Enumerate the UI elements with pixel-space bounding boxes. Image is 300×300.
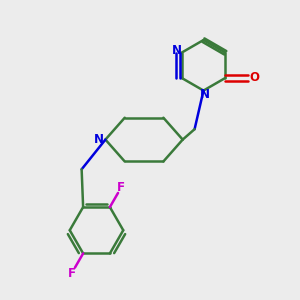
Text: N: N [172,44,182,57]
Text: F: F [117,181,125,194]
Text: F: F [68,267,76,280]
Text: O: O [249,71,259,84]
Text: N: N [94,133,104,146]
Text: N: N [200,88,210,100]
